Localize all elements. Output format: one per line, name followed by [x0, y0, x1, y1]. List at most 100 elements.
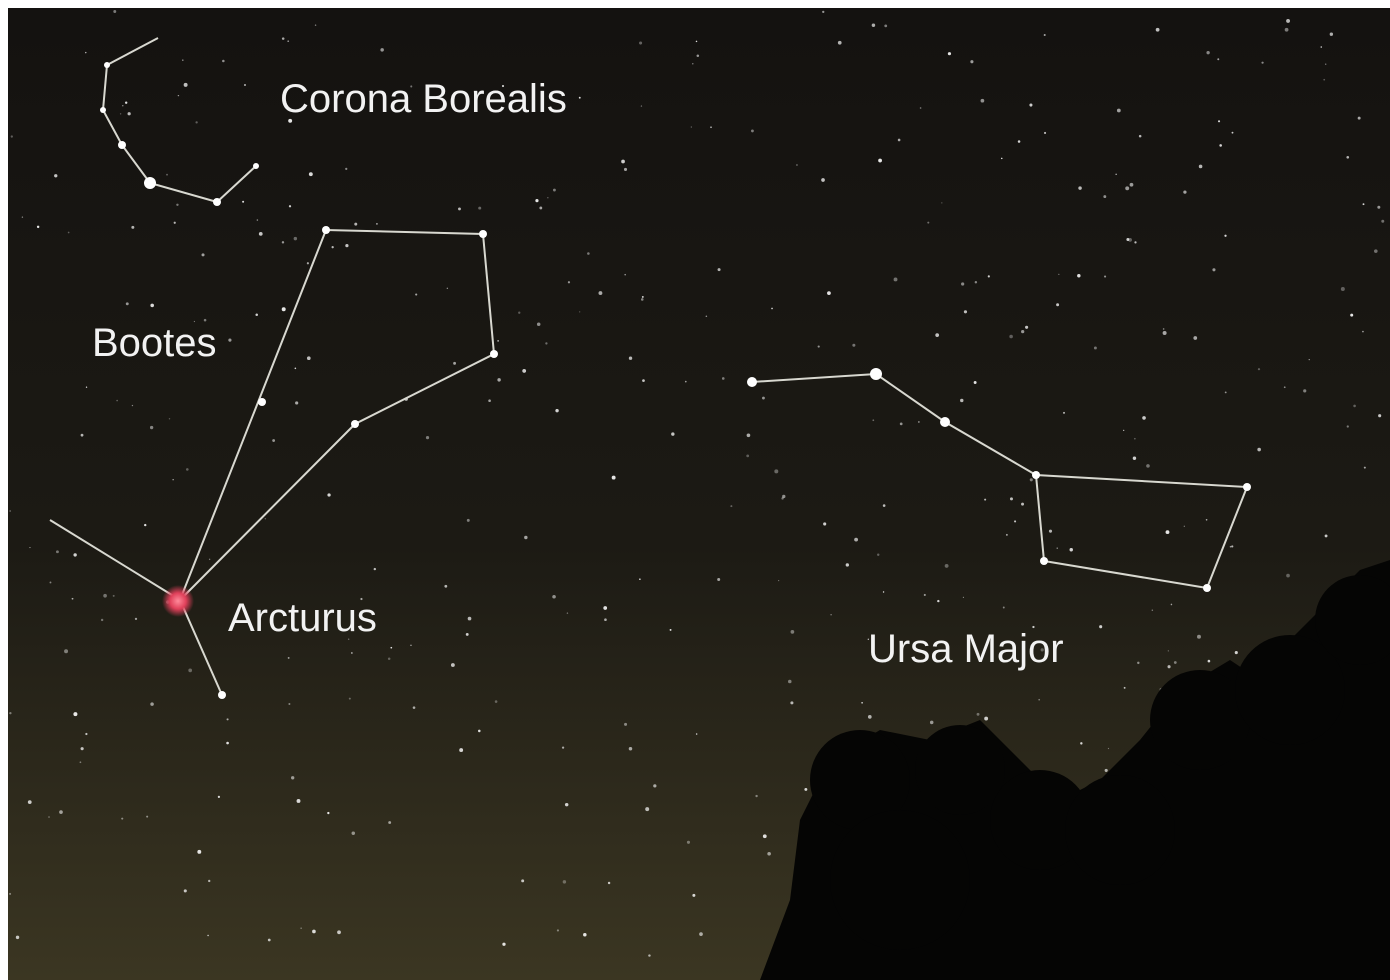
- background-star: [488, 399, 491, 402]
- background-star: [717, 578, 720, 581]
- background-star: [696, 733, 698, 735]
- background-star: [1133, 457, 1136, 460]
- background-star: [763, 834, 767, 838]
- background-star: [1257, 448, 1261, 452]
- background-star: [1099, 625, 1102, 628]
- background-star: [468, 617, 472, 621]
- background-star: [1117, 109, 1121, 113]
- background-star: [1208, 660, 1211, 663]
- background-star: [1184, 526, 1185, 527]
- background-star: [453, 362, 456, 365]
- background-star: [854, 538, 858, 542]
- background-star: [730, 505, 732, 507]
- background-star: [898, 139, 901, 142]
- background-star: [1206, 51, 1209, 54]
- background-star: [81, 747, 84, 750]
- background-star: [81, 434, 84, 437]
- background-star: [1363, 203, 1365, 205]
- background-star: [624, 168, 627, 171]
- background-star: [545, 342, 547, 344]
- background-star: [920, 107, 922, 109]
- background-star: [478, 207, 481, 210]
- background-star: [872, 419, 874, 421]
- background-star: [257, 219, 259, 221]
- background-star: [444, 585, 447, 588]
- background-star: [135, 618, 137, 620]
- background-star: [288, 657, 290, 659]
- background-star: [1347, 425, 1349, 427]
- background-star: [173, 479, 174, 480]
- background-star: [1235, 651, 1238, 654]
- background-star: [297, 799, 301, 803]
- background-star: [268, 939, 271, 942]
- background-star: [1320, 46, 1322, 48]
- background-star: [599, 291, 603, 295]
- background-star: [1258, 368, 1260, 370]
- background-star: [85, 52, 86, 53]
- background-star: [852, 344, 855, 347]
- background-star: [930, 721, 934, 725]
- background-star: [1006, 534, 1008, 536]
- background-star: [1080, 742, 1082, 744]
- background-star: [696, 41, 698, 43]
- background-star: [821, 178, 825, 182]
- background-star: [1193, 336, 1197, 340]
- background-star: [964, 310, 967, 313]
- background-star: [1021, 503, 1024, 506]
- background-star: [718, 268, 721, 271]
- background-star: [1010, 497, 1013, 500]
- background-star: [1029, 103, 1032, 106]
- background-star: [518, 312, 520, 314]
- background-star: [1286, 574, 1290, 578]
- background-star: [327, 493, 330, 496]
- background-star: [579, 97, 581, 99]
- background-star: [1124, 687, 1126, 689]
- background-star: [120, 113, 121, 114]
- background-star: [376, 223, 378, 225]
- background-star: [788, 680, 792, 684]
- background-star: [312, 930, 316, 934]
- background-star: [1126, 238, 1129, 241]
- background-star: [349, 698, 351, 700]
- page: Corona Borealis Bootes Arcturus Ursa Maj…: [0, 0, 1390, 980]
- background-star: [1094, 347, 1097, 350]
- background-star: [265, 518, 266, 519]
- background-star: [458, 207, 461, 210]
- background-star: [565, 803, 568, 806]
- background-star: [1146, 464, 1150, 468]
- background-star: [822, 11, 824, 13]
- background-star: [603, 606, 607, 610]
- background-star: [242, 201, 244, 203]
- background-star: [1134, 241, 1136, 243]
- background-star: [502, 943, 505, 946]
- background-star: [557, 929, 559, 931]
- background-star: [1009, 335, 1013, 339]
- background-star: [782, 495, 785, 498]
- background-star: [1078, 186, 1081, 189]
- background-star: [1377, 206, 1380, 209]
- background-star: [687, 841, 690, 844]
- background-star: [670, 629, 672, 631]
- background-star: [1230, 546, 1232, 548]
- background-star: [1218, 120, 1220, 122]
- background-star: [121, 818, 123, 820]
- background-star: [1030, 478, 1033, 481]
- background-star: [547, 197, 548, 198]
- background-star: [1325, 64, 1326, 65]
- background-star: [218, 796, 220, 798]
- background-star: [699, 932, 703, 936]
- background-star: [495, 700, 498, 703]
- background-star: [1224, 235, 1226, 237]
- background-star: [1152, 610, 1153, 611]
- label-bootes: Bootes: [92, 321, 217, 365]
- background-star: [1123, 430, 1124, 431]
- background-star: [1341, 287, 1345, 291]
- background-star: [116, 400, 118, 402]
- background-star: [587, 252, 590, 255]
- background-star: [1139, 135, 1142, 138]
- background-star: [113, 595, 115, 597]
- background-star: [209, 559, 210, 560]
- background-star: [1231, 545, 1233, 547]
- background-star: [1044, 132, 1046, 134]
- background-star: [197, 850, 201, 854]
